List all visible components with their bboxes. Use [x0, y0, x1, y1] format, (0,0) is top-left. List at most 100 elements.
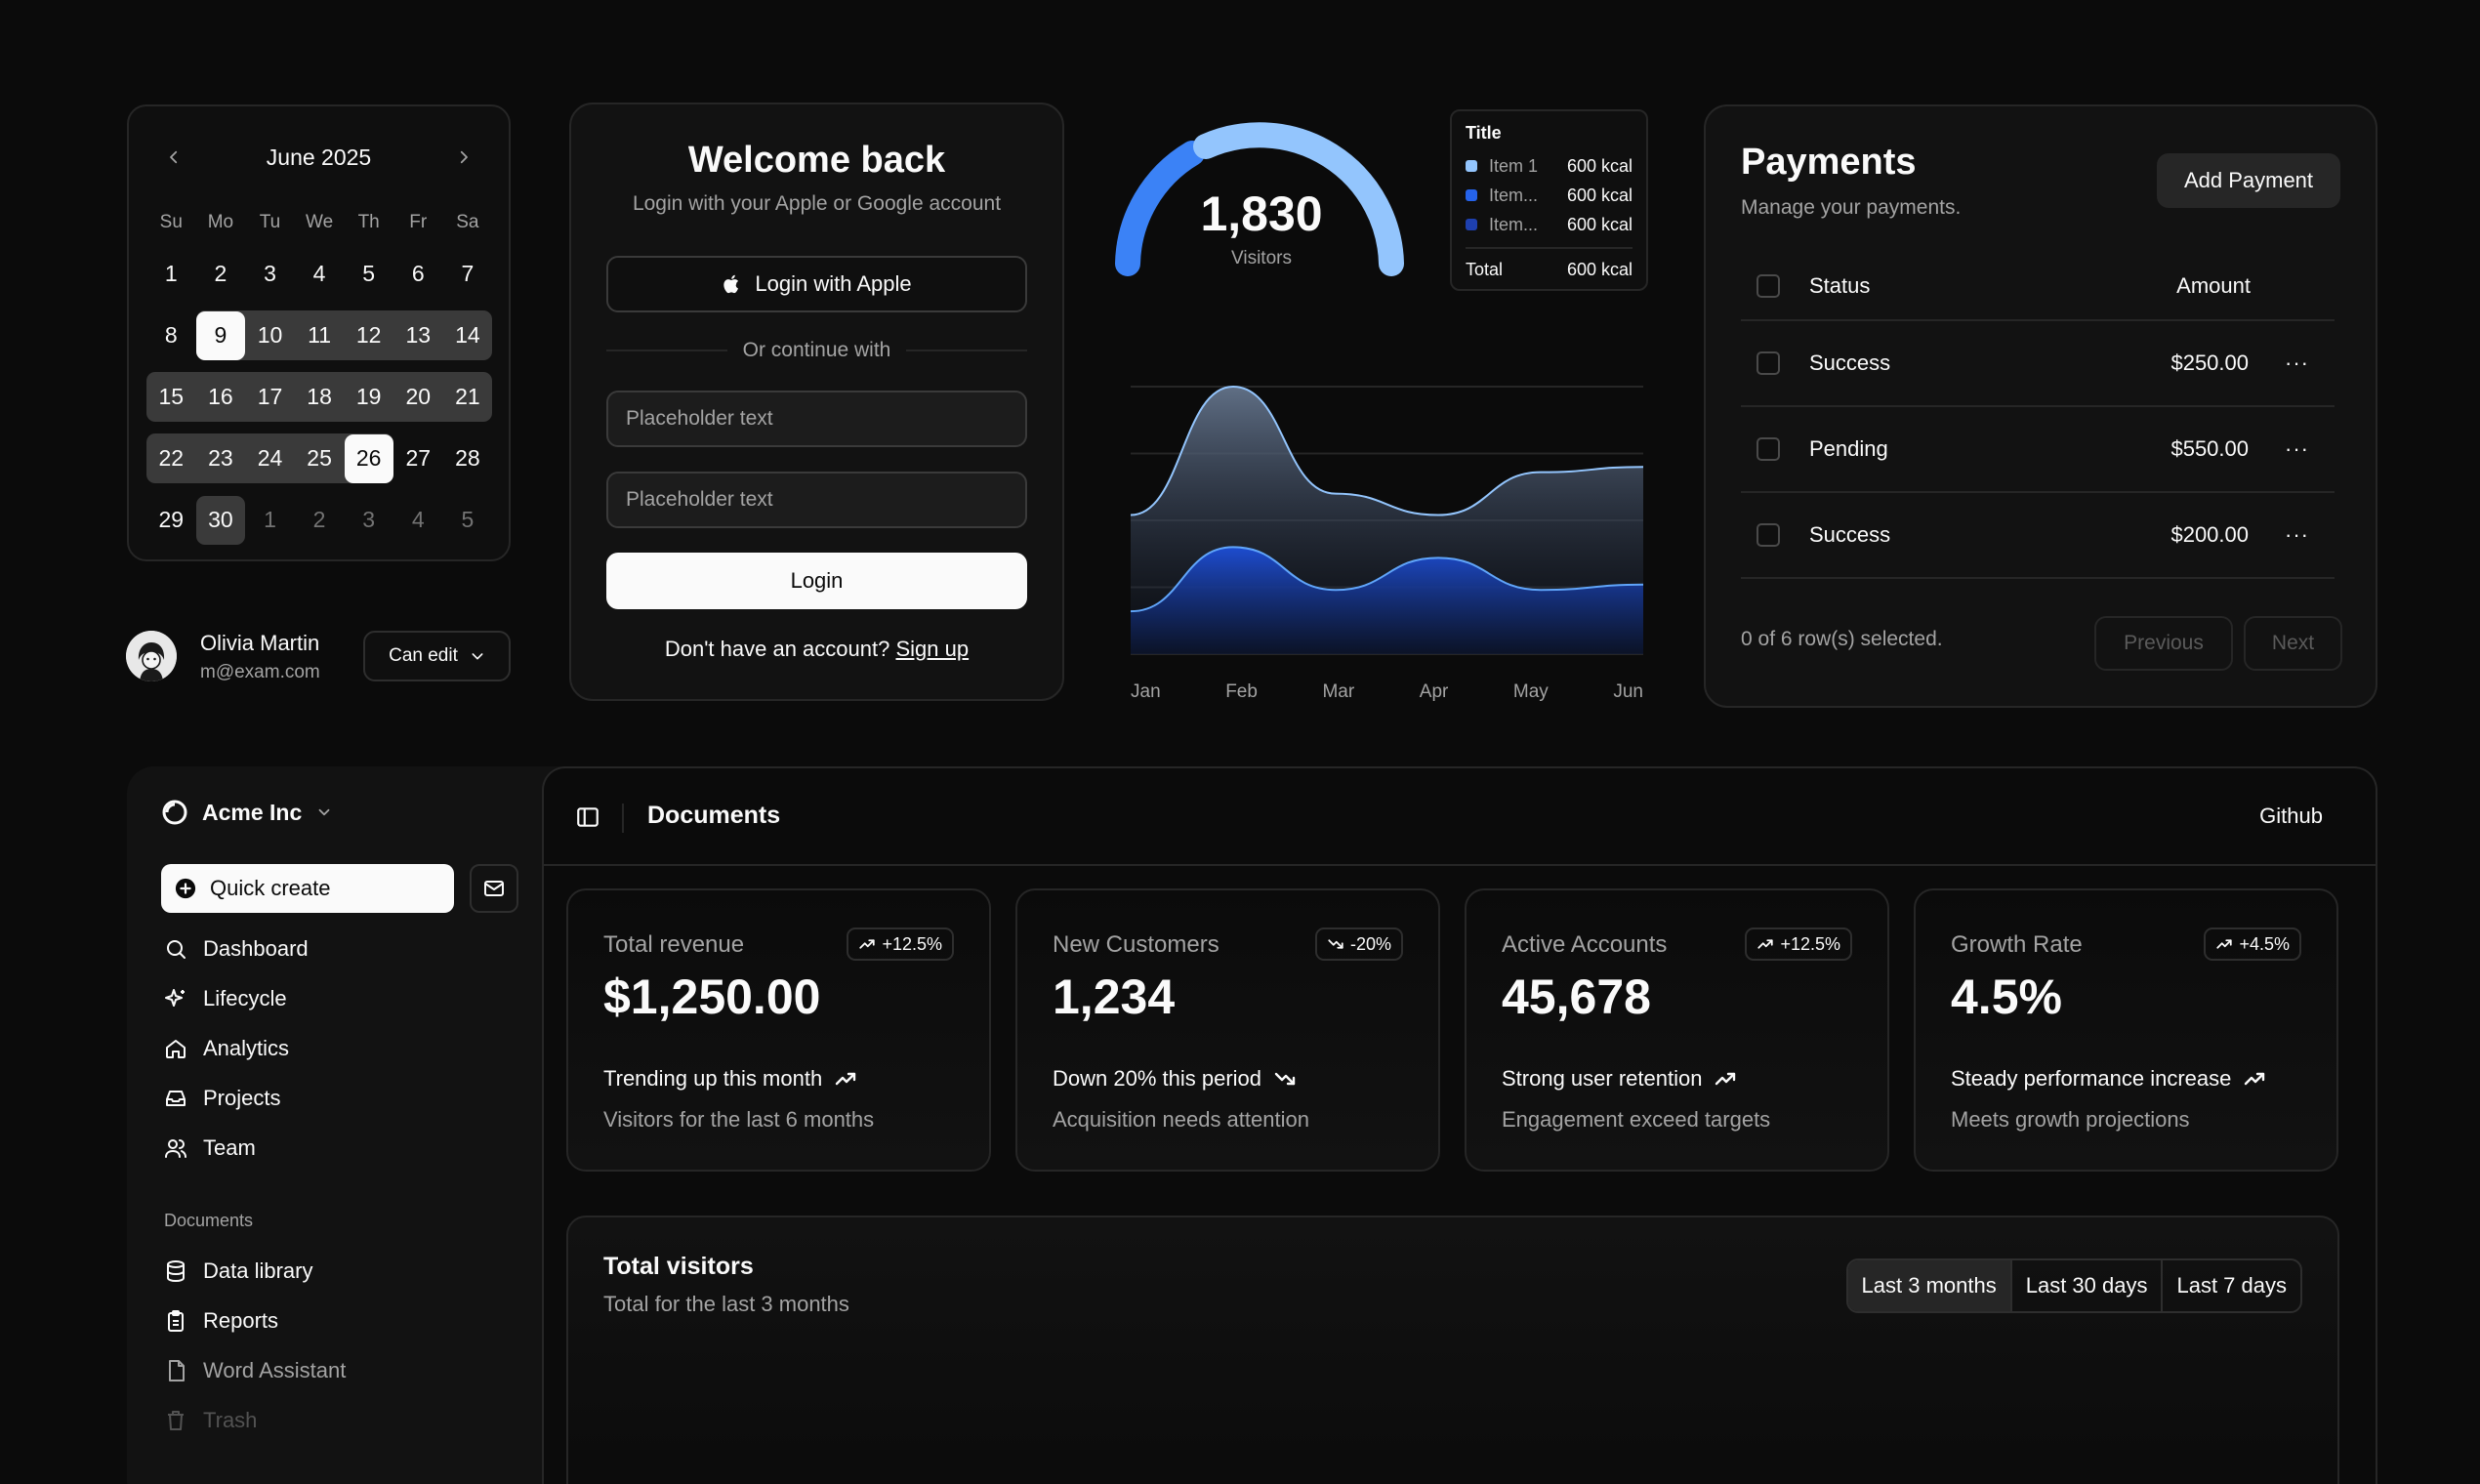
calendar-day[interactable]: 6 [393, 243, 443, 305]
sidebar-item-data-library[interactable]: Data library [164, 1252, 312, 1291]
trending-down-icon [1327, 935, 1344, 953]
calendar-day[interactable]: 16 [195, 366, 246, 428]
sidebar-item-analytics[interactable]: Analytics [164, 1029, 289, 1068]
calendar-day-number: 20 [405, 384, 432, 409]
calendar-day[interactable]: 17 [245, 366, 295, 428]
next-button[interactable]: Next [2244, 616, 2342, 671]
status-cell: Success [1809, 350, 1891, 375]
stat-value: 1,234 [1053, 969, 1176, 1024]
calendar-day[interactable]: 5 [443, 489, 493, 551]
add-payment-button[interactable]: Add Payment [2157, 153, 2340, 208]
more-actions-icon[interactable]: ··· [2285, 350, 2309, 375]
weekday-label: Tu [259, 212, 281, 232]
calendar-day[interactable]: 4 [393, 489, 443, 551]
login-divider: Or continue with [606, 339, 1027, 362]
legend-swatch [1466, 219, 1477, 230]
sidebar-item-team[interactable]: Team [164, 1129, 256, 1168]
calendar-day[interactable]: 30 [195, 489, 246, 551]
tooltip-total: Total 600 kcal [1466, 255, 1633, 284]
calendar-day[interactable]: 3 [245, 243, 295, 305]
permission-select[interactable]: Can edit [363, 631, 511, 681]
login-field-1[interactable] [606, 391, 1027, 447]
sidebar-item-label: Dashboard [203, 936, 309, 961]
calendar-day[interactable]: 28 [443, 428, 493, 489]
calendar-day[interactable]: 8 [146, 305, 196, 366]
calendar-day[interactable]: 7 [443, 243, 493, 305]
calendar-day[interactable]: 14 [442, 305, 493, 366]
github-link[interactable]: Github [2259, 804, 2323, 828]
team-switcher[interactable]: Acme Inc [161, 799, 333, 826]
login-button[interactable]: Login [606, 553, 1027, 609]
calendar-day-number: 29 [158, 507, 185, 532]
calendar-day[interactable]: 12 [344, 305, 393, 366]
calendar-day[interactable]: 1 [245, 489, 295, 551]
calendar-day[interactable]: 19 [344, 366, 393, 428]
calendar-day[interactable]: 25 [294, 428, 345, 489]
login-apple-button[interactable]: Login with Apple [606, 256, 1027, 312]
calendar-day[interactable]: 5 [344, 243, 393, 305]
calendar-day[interactable]: 18 [294, 366, 345, 428]
previous-button[interactable]: Previous [2094, 616, 2233, 671]
select-all-checkbox[interactable] [1757, 274, 1780, 298]
sidebar-item-dashboard[interactable]: Dashboard [164, 929, 309, 969]
calendar-day[interactable]: 15 [146, 366, 196, 428]
row-checkbox[interactable] [1757, 351, 1780, 375]
user-name: Olivia Martin [200, 631, 320, 655]
signup-link[interactable]: Sign up [895, 637, 970, 661]
calendar-day[interactable]: 27 [393, 428, 443, 489]
calendar-day-number: 17 [257, 384, 283, 409]
range-last-30-days[interactable]: Last 30 days [2009, 1260, 2162, 1311]
range-last-3-months[interactable]: Last 3 months [1847, 1260, 2010, 1311]
calendar-day[interactable]: 3 [344, 489, 393, 551]
sidebar-item-lifecycle[interactable]: Lifecycle [164, 979, 287, 1018]
sidebar-item-projects[interactable]: Projects [164, 1079, 280, 1118]
amount-cell: $200.00 [2170, 522, 2249, 547]
calendar-day[interactable]: 11 [294, 305, 345, 366]
row-checkbox[interactable] [1757, 437, 1780, 461]
calendar-day[interactable]: 9 [195, 305, 246, 366]
more-actions-icon[interactable]: ··· [2285, 436, 2309, 461]
stat-label: Growth Rate [1951, 931, 2083, 958]
table-row: Success $200.00 ··· [1741, 493, 2335, 579]
chevron-right-icon[interactable] [448, 142, 479, 173]
calendar-month: June 2025 [266, 144, 372, 170]
calendar-day[interactable]: 10 [245, 305, 295, 366]
login-field-2[interactable] [606, 472, 1027, 528]
calendar-day[interactable]: 26 [344, 428, 393, 489]
area-chart [1131, 385, 1643, 655]
inbox-button[interactable] [470, 864, 518, 913]
calendar-day[interactable]: 2 [196, 243, 246, 305]
selection-count: 0 of 6 row(s) selected. [1741, 628, 1943, 650]
calendar-day[interactable]: 29 [146, 489, 196, 551]
x-tick-label: Apr [1419, 681, 1449, 702]
trend-badge: +4.5% [2204, 928, 2301, 961]
quick-create-button[interactable]: Quick create [161, 864, 454, 913]
calendar-day[interactable]: 1 [146, 243, 196, 305]
stat-trend-label: Strong user retention [1502, 1066, 1703, 1091]
stat-label: Active Accounts [1502, 931, 1668, 958]
column-amount[interactable]: Amount [2176, 273, 2251, 298]
calendar-day[interactable]: 22 [146, 428, 196, 489]
calendar-day[interactable]: 4 [295, 243, 345, 305]
sparkles-icon [165, 989, 185, 1007]
table-header: Status Amount [1741, 253, 2335, 321]
calendar-day[interactable]: 13 [393, 305, 443, 366]
calendar-day[interactable]: 20 [393, 366, 443, 428]
calendar-day-number: 30 [195, 495, 245, 545]
sidebar-item-word-assistant[interactable]: Word Assistant [164, 1351, 346, 1390]
trend-badge: +12.5% [1745, 928, 1852, 961]
range-last-7-days[interactable]: Last 7 days [2161, 1260, 2300, 1311]
tooltip-item-value: 600 kcal [1566, 155, 1633, 176]
sidebar-toggle-button[interactable] [575, 804, 600, 830]
calendar-day[interactable]: 21 [442, 366, 493, 428]
more-actions-icon[interactable]: ··· [2285, 522, 2309, 547]
sidebar-item-reports[interactable]: Reports [164, 1301, 278, 1340]
calendar-day[interactable]: 2 [295, 489, 345, 551]
row-checkbox[interactable] [1757, 523, 1780, 547]
calendar-day[interactable]: 23 [195, 428, 246, 489]
sidebar-item-trash[interactable]: Trash [164, 1401, 257, 1440]
chevron-left-icon[interactable] [158, 142, 189, 173]
column-status[interactable]: Status [1809, 273, 1871, 298]
calendar-day[interactable]: 24 [245, 428, 295, 489]
stat-label: New Customers [1053, 931, 1219, 958]
